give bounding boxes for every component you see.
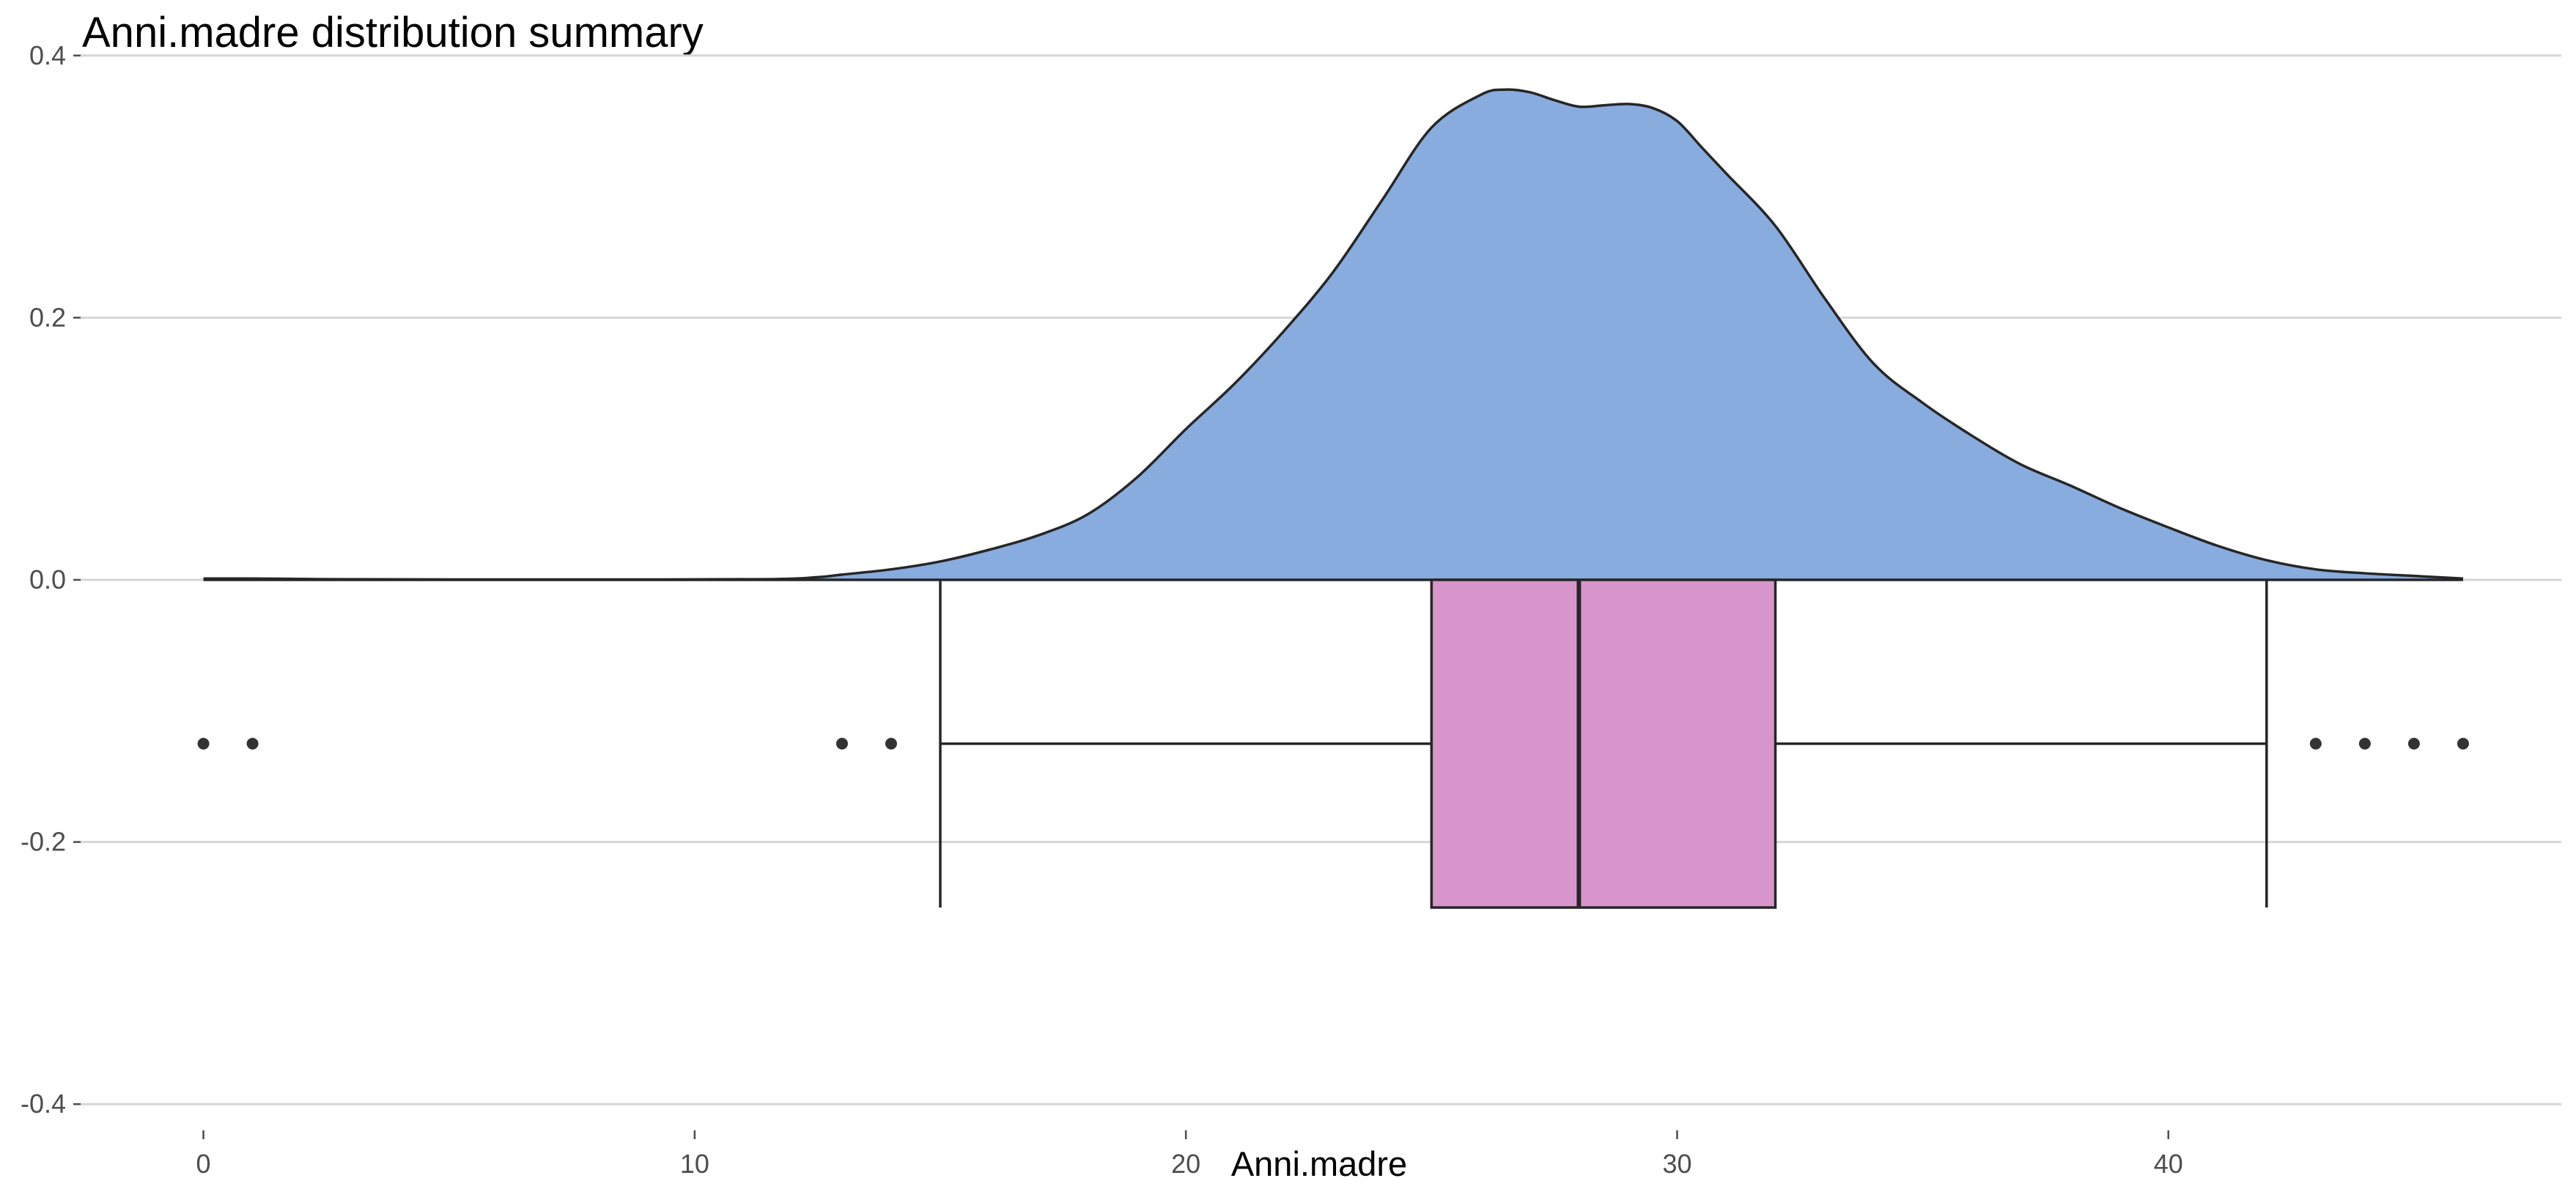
outlier-point bbox=[246, 737, 259, 750]
outlier-point bbox=[197, 737, 210, 750]
chart-title: Anni.madre distribution summary bbox=[82, 9, 704, 56]
x-tick-label: 10 bbox=[680, 1149, 709, 1179]
outlier-point bbox=[2358, 737, 2371, 750]
x-axis: 0 10 20 30 40 bbox=[196, 1130, 2183, 1179]
outlier-point bbox=[2407, 737, 2420, 750]
density-layer bbox=[203, 88, 2464, 581]
y-tick-label: -0.4 bbox=[21, 1089, 66, 1119]
y-tick-label: 0.2 bbox=[29, 302, 66, 332]
y-tick-label: 0.4 bbox=[29, 40, 66, 70]
density-curve bbox=[203, 88, 2464, 581]
outlier-point bbox=[2309, 737, 2322, 750]
y-tick-label: 0.0 bbox=[29, 564, 66, 595]
y-axis: -0.4 -0.2 0.0 0.2 0.4 bbox=[21, 40, 81, 1119]
iqr-box bbox=[1430, 578, 1777, 909]
x-tick-label: 30 bbox=[1662, 1149, 1691, 1179]
x-tick-label: 0 bbox=[196, 1149, 211, 1179]
outlier-point bbox=[2457, 737, 2469, 750]
outlier-layer bbox=[197, 737, 2469, 750]
x-tick-label: 40 bbox=[2154, 1149, 2183, 1179]
outlier-point bbox=[835, 737, 848, 750]
density-area bbox=[203, 89, 2463, 581]
boxplot-layer bbox=[939, 578, 2268, 909]
x-axis-label: Anni.madre bbox=[1231, 1144, 1407, 1183]
y-tick-label: -0.2 bbox=[21, 827, 66, 857]
outlier-point bbox=[885, 737, 897, 750]
x-tick-label: 20 bbox=[1171, 1149, 1200, 1179]
